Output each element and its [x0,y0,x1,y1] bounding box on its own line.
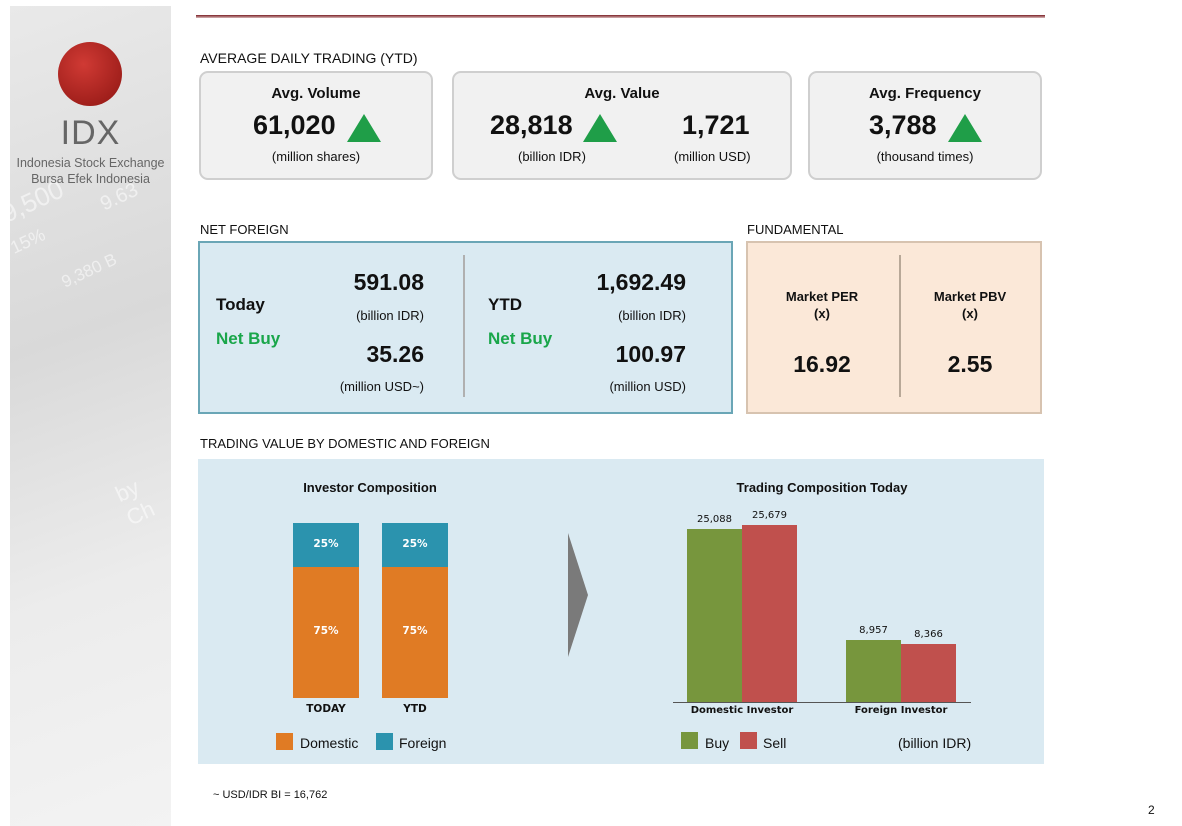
sidebar-banner: 9,500 9.63 15% 9,380 B by Ch [0,6,171,826]
avg-volume-label: Avg. Volume [271,85,361,102]
today-usd-unit: (million USD~) [339,379,424,394]
avg-value-idr: 28,818 [490,110,573,140]
avg-value-label: Avg. Value [584,85,660,102]
logo-name: IDX [60,114,121,152]
segment-label: 25% [313,537,339,550]
divider [899,255,901,397]
fundamental-panel: Market PER (x) 16.92 Market PBV (x) 2.55 [746,241,1042,414]
category-label: YTD [403,703,427,715]
legend-buy-swatch [681,732,698,749]
avg-value-usd: 1,721 [682,110,750,140]
today-status: Net Buy [216,329,281,348]
legend-buy: Buy [705,735,730,751]
trading-title: TRADING VALUE BY DOMESTIC AND FOREIGN [200,436,490,451]
bar-buy [846,640,901,702]
today-usd: 35.26 [366,341,424,367]
up-arrow-icon [948,114,982,142]
adt-title: AVERAGE DAILY TRADING (YTD) [200,50,418,66]
footnote: ~ USD/IDR BI = 16,762 [213,789,328,801]
logo-line2: Bursa Efek Indonesia [31,172,150,186]
today-label: Today [216,295,265,314]
up-arrow-icon [347,114,381,142]
avg-frequency-card: Avg. Frequency 3,788 (thousand times) [808,71,1042,180]
x-axis [673,702,971,703]
per-value: 16.92 [793,351,851,377]
pbv-label: Market PBV [933,289,1007,304]
ytd-label: YTD [488,295,522,314]
up-arrow-icon [583,114,617,142]
avg-frequency-value: 3,788 [869,110,937,140]
segment-label: 75% [402,625,428,638]
pbv-value: 2.55 [947,351,993,377]
net-foreign-panel: Today Net Buy 591.08 (billion IDR) 35.26… [198,241,733,414]
arrow-right-icon [568,533,588,657]
per-unit: (x) [814,306,830,321]
legend-sell-swatch [740,732,757,749]
bar-buy [687,529,742,702]
idx-logo-globe-icon [58,42,122,106]
today-idr: 591.08 [353,269,424,295]
divider [463,255,465,397]
category-label: TODAY [306,703,346,715]
per-label: Market PER [785,289,859,304]
data-label: 25,679 [752,509,787,521]
trading-composition-title: Trading Composition Today [736,480,908,495]
avg-volume-card: Avg. Volume 61,020 (million shares) [199,71,433,180]
legend-sell: Sell [763,735,787,751]
avg-value-usd-unit: (million USD) [674,149,751,164]
net-foreign-title: NET FOREIGN [200,222,289,237]
ytd-status: Net Buy [488,329,553,348]
stacked-bar-segment [293,566,359,698]
ytd-usd: 100.97 [615,341,686,367]
legend-domestic-swatch [276,733,293,750]
ytd-idr-unit: (billion IDR) [618,308,686,323]
fundamental-title: FUNDAMENTAL [747,222,844,237]
avg-volume-unit: (million shares) [271,149,361,164]
header-divider [196,15,1045,18]
category-label: Domestic Investor [690,705,794,716]
segment-label: 75% [313,625,339,638]
investor-composition-title: Investor Composition [303,480,437,495]
avg-value-card: Avg. Value 28,818 (billion IDR) 1,721 (m… [452,71,792,180]
data-label: 8,366 [914,629,943,641]
legend-foreign: Foreign [399,735,447,751]
stacked-bar-segment [382,566,448,698]
chart-unit: (billion IDR) [898,735,972,751]
category-label: Foreign Investor [854,705,948,716]
legend-foreign-swatch [376,733,393,750]
avg-value-idr-unit: (billion IDR) [518,149,586,164]
avg-frequency-label: Avg. Frequency [869,85,981,102]
ytd-idr: 1,692.49 [596,269,686,295]
avg-frequency-unit: (thousand times) [876,149,974,164]
page-number: 2 [1148,803,1155,817]
data-label: 8,957 [859,625,888,637]
data-label: 25,088 [697,514,732,525]
legend-domestic: Domestic [300,735,359,751]
stacked-bar-segment [293,523,359,567]
stacked-bar-segment [382,523,448,567]
bar-sell [742,524,797,702]
pbv-unit: (x) [962,306,978,321]
today-idr-unit: (billion IDR) [356,308,424,323]
avg-volume-value: 61,020 [253,110,336,140]
bar-sell [901,644,956,702]
segment-label: 25% [402,537,428,550]
ytd-usd-unit: (million USD) [609,379,686,394]
logo-line1: Indonesia Stock Exchange [16,156,165,170]
